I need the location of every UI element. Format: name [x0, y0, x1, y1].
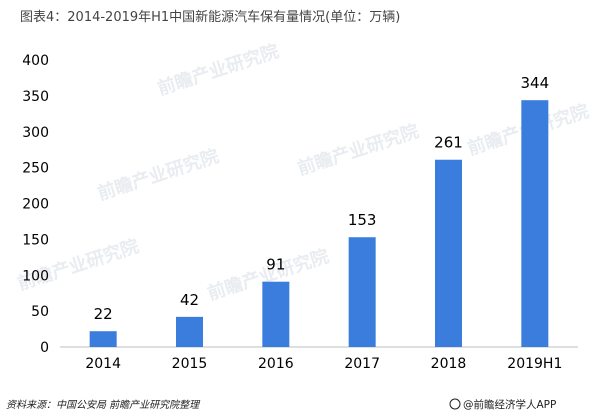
source-note: 资料来源：中国公安局 前瞻产业研究院整理 — [6, 399, 201, 411]
bar — [262, 281, 290, 347]
x-tick-label: 2016 — [258, 356, 294, 372]
y-axis: 0 50 100 150 200 250 300 350 400 — [22, 53, 49, 356]
watermark-text: 前瞻产业研究院 — [295, 120, 422, 180]
y-tick-label: 300 — [22, 125, 49, 141]
bar — [348, 237, 376, 347]
chart-title: 图表4：2014-2019年H1中国新能源汽车保有量情况(单位：万辆) — [20, 9, 400, 25]
y-tick-label: 0 — [40, 340, 49, 356]
data-label: 344 — [521, 74, 550, 92]
brand-text: @前瞻经济学人APP — [463, 398, 556, 411]
y-tick-label: 200 — [22, 197, 49, 213]
y-tick-label: 150 — [22, 232, 49, 248]
x-axis: 2014 2015 2016 2017 2018 2019H1 — [60, 346, 578, 372]
watermark-text: 前瞻产业研究院 — [155, 40, 282, 100]
y-tick-label: 100 — [22, 268, 49, 284]
x-tick-label: 2019H1 — [507, 356, 562, 372]
data-label: 153 — [348, 211, 377, 229]
x-tick-label: 2014 — [85, 356, 121, 372]
x-tick-label: 2018 — [431, 356, 467, 372]
bar-series — [89, 100, 549, 348]
watermark-text: 前瞻产业研究院 — [95, 145, 222, 205]
data-label: 22 — [94, 305, 113, 323]
y-tick-label: 250 — [22, 161, 49, 177]
bar — [89, 331, 117, 347]
bar — [435, 159, 462, 347]
watermark-layer: 前瞻产业研究院前瞻产业研究院前瞻产业研究院前瞻产业研究院前瞻产业研究院前瞻产业研… — [15, 40, 592, 305]
data-labels: 22 42 91 153 261 344 — [94, 74, 550, 323]
y-tick-label: 400 — [22, 53, 49, 69]
data-label: 261 — [434, 134, 463, 152]
brand-badge: @前瞻经济学人APP — [449, 398, 556, 411]
x-tick-label: 2017 — [344, 356, 380, 372]
data-label: 42 — [180, 291, 199, 309]
x-tick-label: 2015 — [172, 356, 208, 372]
bar — [521, 100, 549, 348]
y-tick-label: 350 — [22, 89, 49, 105]
data-label: 91 — [266, 256, 285, 274]
bar — [176, 316, 203, 347]
at-icon — [449, 398, 461, 410]
y-tick-label: 50 — [31, 304, 49, 320]
